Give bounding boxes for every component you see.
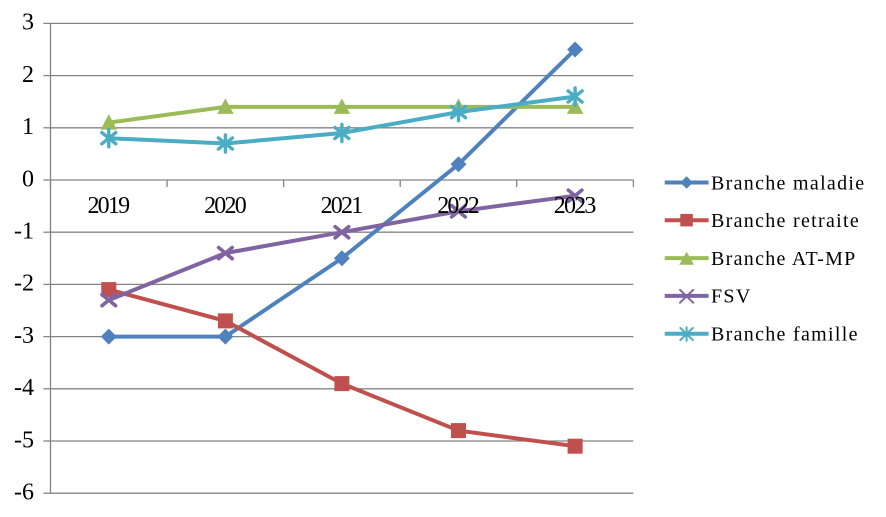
svg-text:2: 2: [22, 62, 34, 88]
svg-text:2021: 2021: [321, 193, 363, 219]
svg-text:Branche famille: Branche famille: [711, 324, 859, 346]
svg-text:0: 0: [22, 166, 34, 192]
svg-text:-2: -2: [14, 271, 34, 297]
svg-text:1: 1: [22, 114, 34, 140]
svg-text:2020: 2020: [204, 193, 247, 219]
svg-text:Branche retraite: Branche retraite: [711, 210, 860, 232]
svg-text:-4: -4: [14, 375, 34, 401]
svg-text:-3: -3: [14, 323, 34, 349]
svg-text:Branche AT-MP: Branche AT-MP: [711, 248, 857, 270]
svg-text:2019: 2019: [87, 193, 130, 219]
svg-text:-1: -1: [14, 219, 34, 245]
svg-text:3: 3: [22, 10, 34, 36]
svg-text:FSV: FSV: [711, 286, 752, 308]
svg-text:-6: -6: [14, 480, 34, 506]
svg-text:2022: 2022: [437, 193, 479, 219]
svg-text:Branche maladie: Branche maladie: [711, 172, 865, 194]
svg-text:2023: 2023: [554, 193, 597, 219]
svg-text:-5: -5: [14, 427, 34, 453]
